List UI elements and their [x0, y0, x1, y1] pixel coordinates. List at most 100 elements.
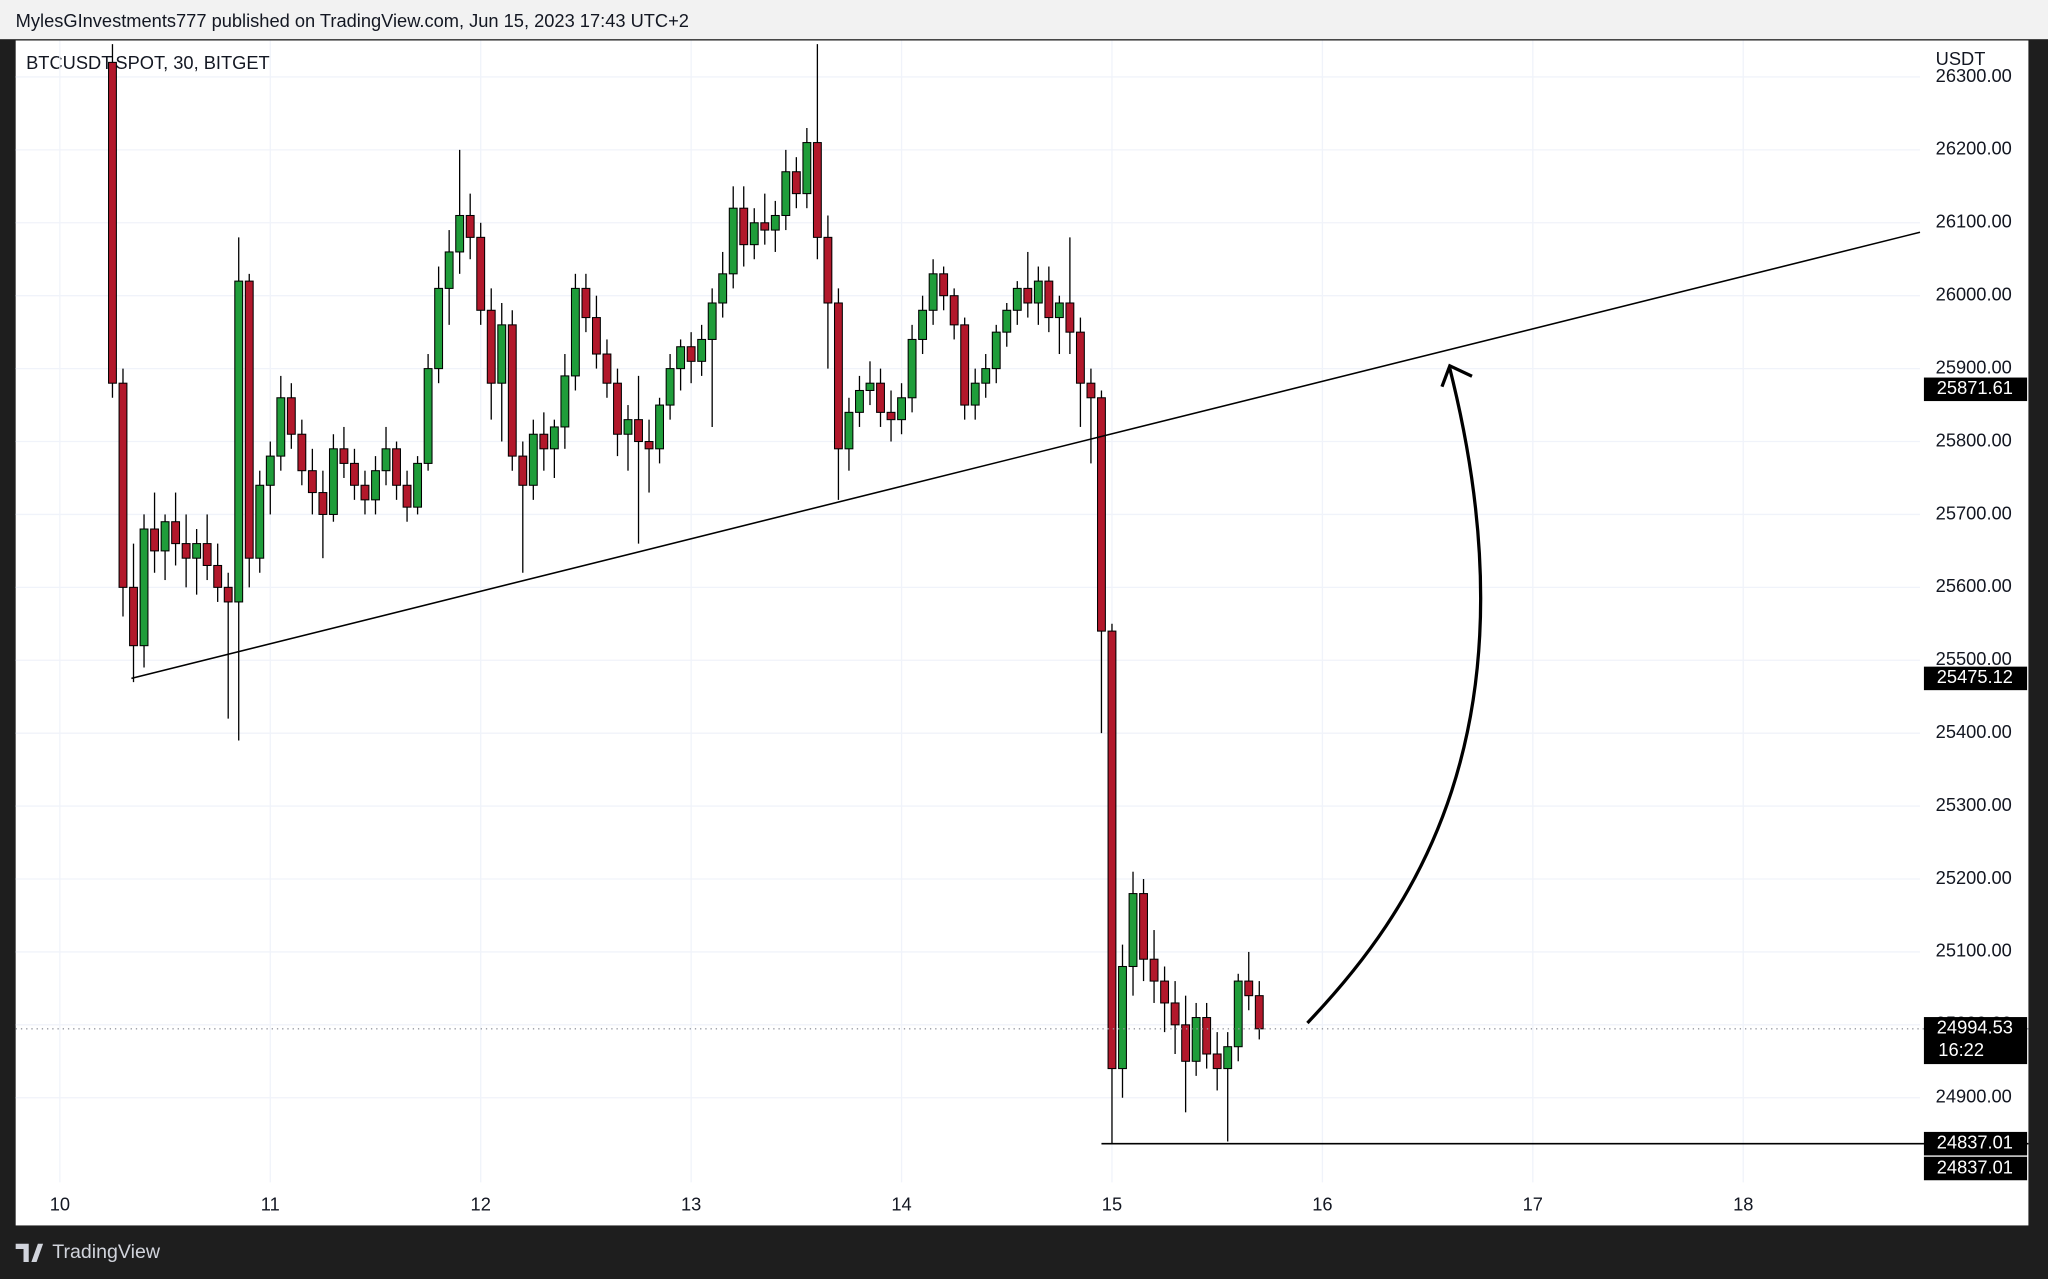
candle-body	[928, 273, 938, 311]
candle-body	[1233, 980, 1243, 1048]
candle-body	[434, 287, 444, 370]
candle-body	[160, 521, 170, 552]
candle-body	[234, 280, 244, 603]
candle-body	[1118, 965, 1127, 1070]
symbol: BTCUSDT.SPOT, 30, BITGET	[26, 52, 270, 73]
candle-body	[297, 433, 307, 472]
candle-body	[1097, 397, 1106, 632]
price-label: 25871.61	[1937, 377, 2013, 398]
candle-body	[307, 470, 317, 494]
y-tick-label: 25300.00	[1936, 794, 2012, 815]
candle-body	[539, 433, 549, 450]
candle-body	[918, 309, 928, 340]
y-tick-label: 25700.00	[1936, 502, 2012, 523]
candle-body	[865, 382, 875, 392]
price-label-box	[1923, 377, 2028, 402]
arrow-head	[1440, 363, 1473, 388]
candle-body	[570, 287, 580, 377]
candle-body	[802, 142, 812, 195]
price-label: 25475.12	[1937, 666, 2013, 687]
currency: USDT	[1936, 48, 1986, 69]
candle-body	[770, 214, 780, 231]
candle-body	[981, 368, 991, 384]
candle-body	[1202, 1017, 1212, 1055]
candle-body	[676, 346, 686, 370]
candle-body	[413, 462, 423, 508]
candle-body	[949, 295, 959, 326]
candle-body	[686, 346, 696, 362]
candle-body	[781, 171, 791, 217]
y-tick-label: 24900.00	[1936, 1086, 2012, 1107]
candle-body	[960, 324, 970, 406]
brand: TradingView	[52, 1241, 161, 1263]
candle-body	[581, 287, 591, 319]
candle-body	[265, 455, 275, 486]
candle-body	[728, 207, 738, 275]
chart-area	[15, 40, 2029, 1226]
candle-body	[876, 382, 885, 413]
candle-body	[518, 455, 528, 486]
candle-body	[118, 382, 128, 588]
x-tick-label: 15	[1102, 1194, 1122, 1215]
candle-body	[339, 448, 349, 464]
candle-body	[665, 368, 675, 406]
candle-body	[223, 586, 233, 603]
x-tick-label: 14	[891, 1194, 911, 1215]
last-price: 24994.53	[1937, 1017, 2013, 1038]
x-tick-label: 12	[471, 1194, 491, 1215]
price-label: 24837.01	[1937, 1156, 2013, 1177]
candle-body	[444, 251, 454, 289]
candle-body	[560, 375, 570, 428]
candle-body	[897, 397, 906, 421]
candle-body	[213, 564, 223, 588]
candle-body	[318, 492, 328, 515]
candle-body	[591, 317, 601, 355]
publisher: MylesGInvestments777 published on Tradin…	[16, 10, 689, 31]
candle-body	[791, 171, 801, 195]
candle-body	[634, 419, 643, 443]
y-tick-label: 25500.00	[1936, 648, 2012, 669]
candle-body	[350, 462, 359, 486]
candle-body	[602, 353, 612, 384]
candle-body	[328, 448, 338, 515]
candle-body	[202, 543, 212, 566]
x-tick-label: 13	[681, 1194, 701, 1215]
candle-body	[991, 331, 1001, 370]
candle-body	[402, 484, 412, 508]
y-tick-label: 26200.00	[1936, 138, 2012, 159]
y-tick-label: 25200.00	[1936, 867, 2012, 888]
candle-body	[718, 273, 728, 304]
candle-body	[613, 382, 622, 435]
y-tick-label: 25800.00	[1936, 429, 2012, 450]
candle-body	[1128, 893, 1138, 968]
candle-body	[760, 222, 770, 231]
candle-body	[707, 302, 717, 340]
price-label-box	[1923, 1131, 2028, 1156]
candle-body	[476, 236, 486, 311]
candle-body	[192, 543, 202, 559]
candle-body	[1012, 287, 1022, 311]
last-price-box	[1923, 1017, 2028, 1065]
candle-body	[655, 404, 665, 450]
candle-body	[1254, 995, 1264, 1030]
y-tick-label: 26300.00	[1936, 65, 2012, 86]
candle-body	[812, 142, 822, 238]
x-tick-label: 11	[261, 1194, 280, 1215]
candle-body	[286, 397, 296, 435]
candle-body	[749, 222, 759, 246]
candle-body	[623, 419, 633, 435]
arrow	[1306, 368, 1483, 1025]
price-label-box	[1923, 1156, 2028, 1181]
candle-body	[276, 397, 286, 457]
candle-body	[392, 448, 401, 486]
candle-body	[423, 368, 433, 464]
candle-body	[1170, 1002, 1180, 1026]
candle-body	[455, 214, 465, 253]
x-tick-label: 18	[1733, 1194, 1753, 1215]
x-tick-label: 17	[1523, 1194, 1543, 1215]
candle-body	[371, 470, 380, 501]
candle-body	[886, 411, 896, 421]
candle-body	[1054, 302, 1064, 319]
y-tick-label: 26100.00	[1936, 211, 2012, 232]
